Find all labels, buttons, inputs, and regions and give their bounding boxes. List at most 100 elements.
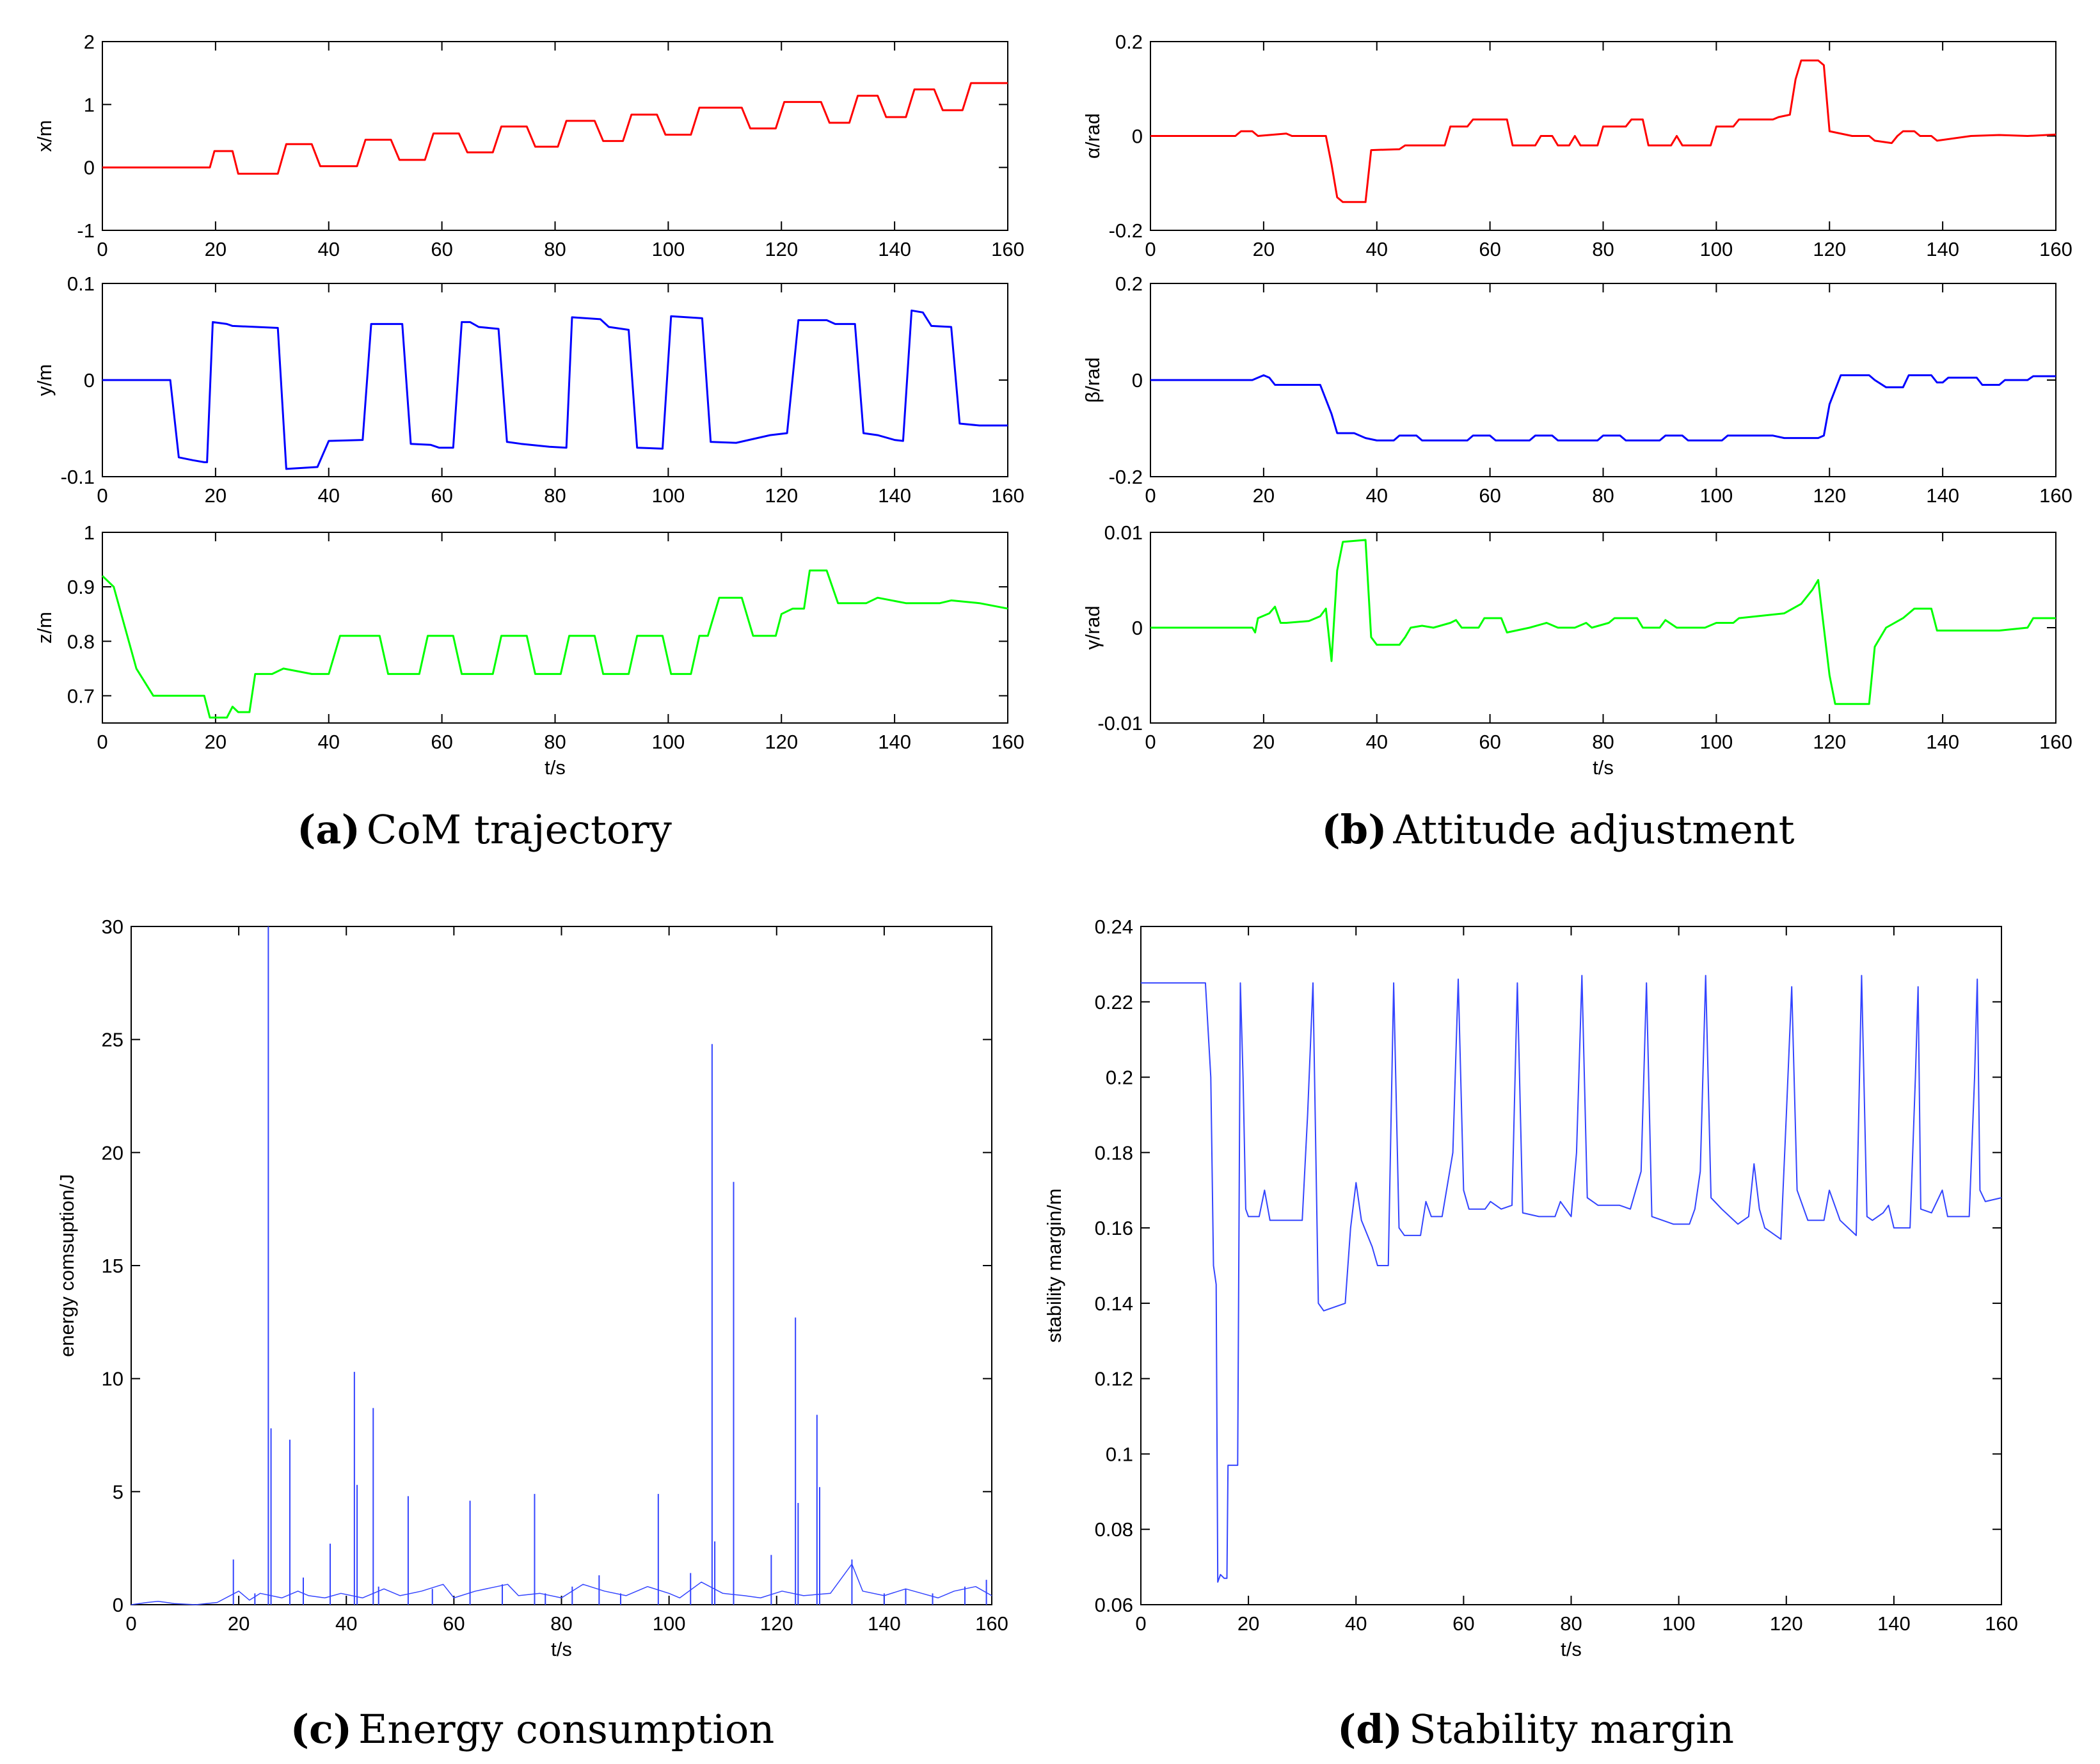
panel-b-sub2-xtick-label: 40: [1366, 484, 1388, 507]
panel-b-sub3-xtick-label: 120: [1813, 731, 1846, 753]
panel-a-sub2-xtick-label: 80: [544, 484, 566, 507]
panel-a-sub3-ylabel: z/m: [33, 612, 56, 644]
panel-b-sub3-ytick-label: 0: [1132, 617, 1143, 639]
panel-c-ytick-label: 0: [113, 1594, 123, 1616]
panel-b-sub1-ylabel: α/rad: [1081, 113, 1104, 159]
panel-b-sub1-xtick-label: 80: [1592, 238, 1614, 260]
panel-a-sub3-ytick-label: 1: [84, 521, 95, 544]
panel-a-sub1-ytick-label: 2: [84, 31, 95, 53]
panel-a-sub1-xtick-label: 40: [318, 238, 340, 260]
panel-a-sub3-xtick-label: 40: [318, 731, 340, 753]
caption-a: (a) CoM trajectory: [297, 806, 672, 853]
panel-c-baseline-line: [131, 1563, 992, 1605]
panel-a-sub3-xtick-label: 120: [765, 731, 798, 753]
panel-a-sub2-ytick-label: 0.1: [67, 273, 95, 295]
panel-a-sub2-xtick-label: 40: [318, 484, 340, 507]
panel-a-sub1-ytick-label: -1: [77, 219, 95, 242]
panel-b-sub1-xtick-label: 0: [1145, 238, 1156, 260]
panel-b-sub3-xtick-label: 0: [1145, 731, 1156, 753]
panel-a-sub3-xtick-label: 60: [431, 731, 452, 753]
panel-a-sub3-xtick-label: 0: [97, 731, 107, 753]
panel-b-sub1-xtick-label: 100: [1700, 238, 1733, 260]
panel-d-ytick-label: 0.16: [1095, 1217, 1133, 1239]
panel-b-sub2-ytick-label: -0.2: [1109, 466, 1143, 488]
panel-a-sub1-xtick-label: 120: [765, 238, 798, 260]
panel-c-ytick-label: 15: [102, 1255, 123, 1277]
panel-b-sub3-ytick-label: 0.01: [1104, 521, 1143, 544]
panel-a-sub2-xtick-label: 120: [765, 484, 798, 507]
panel-d-ytick-label: 0.06: [1095, 1594, 1133, 1616]
panel-a-sub2-ytick-label: -0.1: [61, 466, 95, 488]
panel-c-xtick-label: 100: [653, 1612, 686, 1635]
panel-a-sub2-xtick-label: 140: [878, 484, 911, 507]
panel-c-xtick-label: 120: [760, 1612, 793, 1635]
panel-b-sub3-xtick-label: 40: [1366, 731, 1388, 753]
panel-a-sub1-xtick-label: 20: [205, 238, 227, 260]
panel-d-xlabel: t/s: [1561, 1638, 1582, 1660]
panel-a-sub2-series-line: [102, 309, 1008, 470]
panel-b-sub1-series-line: [1150, 60, 2056, 203]
panel-d-xtick-label: 100: [1662, 1612, 1696, 1635]
panel-a-sub3-series-line: [101, 569, 1008, 719]
panel-a-sub1-xtick-label: 60: [431, 238, 452, 260]
panel-c-ytick-label: 25: [102, 1029, 123, 1051]
panel-d-ytick-label: 0.08: [1095, 1518, 1133, 1541]
panel-c-xtick-label: 140: [868, 1612, 901, 1635]
panel-b-sub3-xtick-label: 20: [1253, 731, 1275, 753]
panel-c-ytick-label: 30: [102, 916, 123, 938]
panel-d-ytick-label: 0.24: [1095, 916, 1133, 938]
panel-b-sub3-xtick-label: 80: [1592, 731, 1614, 753]
panel-a-sub1-ytick-label: 1: [84, 93, 95, 116]
panel-b-sub3-xtick-label: 100: [1700, 731, 1733, 753]
panel-c-energy-consumption: 0 20 40 60 80 100 120 140 160 0 5 10 15 20 25 30 energy …: [56, 916, 1008, 1660]
panel-b-sub1-xtick-label: 40: [1366, 238, 1388, 260]
panel-a-sub1-xtick-label: 140: [878, 238, 911, 260]
panel-d-xtick-label: 0: [1135, 1612, 1146, 1635]
panel-d-xtick-label: 140: [1877, 1612, 1911, 1635]
panel-a-sub3-xtick-label: 140: [878, 731, 911, 753]
panel-a-sub2-ytick-label: 0: [84, 369, 95, 392]
panel-a-sub3-xtick-label: 20: [205, 731, 227, 753]
panel-c-xtick-label: 60: [443, 1612, 465, 1635]
panel-d-ytick-label: 0.18: [1095, 1141, 1133, 1164]
panel-a-sub3-xtick-label: 80: [544, 731, 566, 753]
panel-c-ytick-label: 10: [102, 1368, 123, 1390]
panel-a-sub3-ytick-label: 0.8: [67, 630, 95, 653]
panel-b-sub2-ytick-label: 0.2: [1115, 273, 1143, 295]
panel-b-sub2-xtick-label: 20: [1253, 484, 1275, 507]
panel-a-sub2-ylabel: y/m: [33, 364, 56, 396]
panel-d-xtick-label: 40: [1345, 1612, 1367, 1635]
panel-a-sub2-xtick-label: 100: [652, 484, 685, 507]
panel-b-sub2-xtick-label: 100: [1700, 484, 1733, 507]
panel-a-sub3-xtick-label: 100: [652, 731, 685, 753]
panel-c-xtick-label: 0: [125, 1612, 136, 1635]
panel-b-sub3-xtick-label: 160: [2039, 731, 2072, 753]
panel-a-sub2-xtick-label: 160: [991, 484, 1024, 507]
panel-a-sub1-xtick-label: 80: [544, 238, 566, 260]
panel-d-ytick-label: 0.12: [1095, 1368, 1133, 1390]
panel-b-sub1-xtick-label: 60: [1479, 238, 1500, 260]
panel-b-sub1-xtick-label: 160: [2039, 238, 2072, 260]
panel-a-xlabel: t/s: [545, 756, 566, 779]
panel-d-series-line: [1141, 974, 2002, 1583]
panel-b-sub2-ylabel: β/rad: [1081, 357, 1104, 402]
panel-a-sub2-xtick-label: 0: [97, 484, 107, 507]
panel-c-xtick-label: 20: [228, 1612, 250, 1635]
panel-d-ytick-label: 0.2: [1106, 1067, 1133, 1089]
panel-b-sub2-xtick-label: 160: [2039, 484, 2072, 507]
panel-b-sub1-ytick-label: 0.2: [1115, 31, 1143, 53]
panel-b-sub3-series-line: [1150, 539, 2056, 705]
panel-a-sub2-xtick-label: 60: [431, 484, 452, 507]
panel-b-sub3-ytick-label: -0.01: [1097, 712, 1143, 735]
panel-d-xtick-label: 80: [1560, 1612, 1582, 1635]
panel-a-sub1-xtick-label: 0: [97, 238, 107, 260]
panel-c-xlabel: t/s: [551, 1638, 572, 1660]
panel-a-sub3-xtick-label: 160: [991, 731, 1024, 753]
panel-a-sub3-ytick-label: 0.9: [67, 576, 95, 598]
panel-b-sub3-ylabel: γ/rad: [1081, 606, 1104, 650]
panel-d-stability-margin: 0 20 40 60 80 100 120 140 160 0.06 0.08 0.1 0.12 0.14…: [1043, 916, 2018, 1660]
panel-d-ytick-label: 0.22: [1095, 991, 1133, 1013]
